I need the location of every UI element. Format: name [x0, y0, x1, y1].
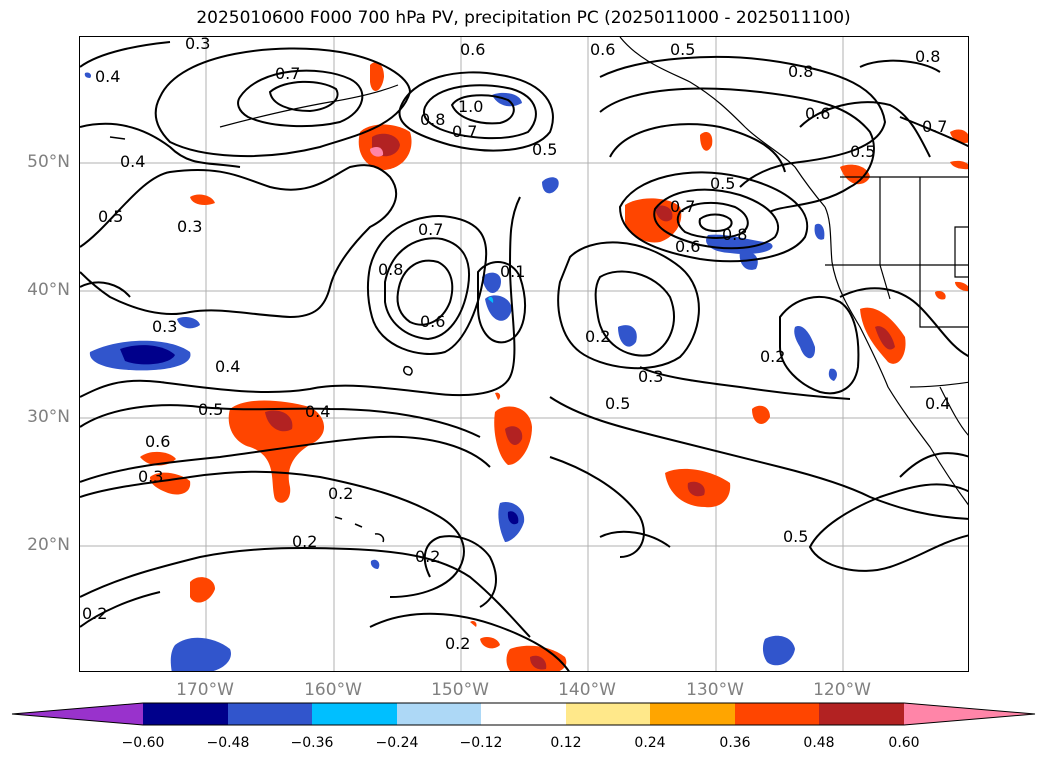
colorbar-tick: −0.60: [121, 735, 165, 751]
contour-label: 0.3: [152, 317, 177, 336]
contour-label: 0.3: [185, 37, 210, 53]
contour-label: 0.5: [198, 400, 223, 419]
colorbar-segment: [397, 703, 481, 725]
lon-label: 170°W: [176, 680, 234, 700]
contour-label: 0.5: [98, 207, 123, 226]
colorbar-tick: −0.12: [459, 735, 503, 751]
precip-shading: [84, 62, 968, 671]
map-canvas: 0.3 0.4 0.7 0.6 1.0 0.8 0.7 0.5 0.6 0.5 …: [80, 37, 968, 671]
contour-label: 0.7: [452, 122, 477, 141]
contour-label: 0.5: [670, 40, 695, 59]
contour-label: 0.7: [922, 117, 947, 136]
contour-label: 0.2: [328, 484, 353, 503]
contour-label: 0.6: [805, 104, 830, 123]
lon-label: 140°W: [558, 680, 616, 700]
contour-label: 0.8: [378, 260, 403, 279]
colorbar-tick: 0.48: [803, 735, 835, 751]
contour-label: 0.5: [605, 394, 630, 413]
colorbar-tick: −0.36: [290, 735, 334, 751]
colorbar-segment: [312, 703, 397, 725]
map-title: 2025010600 F000 700 hPa PV, precipitatio…: [196, 8, 851, 28]
contour-label: 0.2: [292, 532, 317, 551]
contour-label: 1.0: [458, 97, 483, 116]
contour-label: 0.6: [420, 312, 445, 331]
contour-label: 0.2: [415, 547, 440, 566]
lon-label: 150°W: [431, 680, 489, 700]
precip-negative: [84, 72, 837, 671]
contour-label: 0.8: [915, 47, 940, 66]
coastlines: [219, 37, 968, 506]
colorbar-segment: [228, 703, 312, 725]
contour-label: 0.2: [585, 327, 610, 346]
contour-label: 0.2: [760, 347, 785, 366]
colorbar: [11, 702, 1036, 726]
contour-label: 0.5: [783, 527, 808, 546]
contour-label: 0.5: [532, 140, 557, 159]
colorbar-segment: [735, 703, 819, 725]
graticule: [80, 37, 968, 671]
lat-label: 50°N: [27, 152, 70, 172]
colorbar-extend-min: [12, 703, 143, 725]
lat-label: 20°N: [27, 535, 70, 555]
contour-label: 0.7: [670, 197, 695, 216]
contour-label: 0.6: [590, 40, 615, 59]
colorbar-tick: 0.24: [634, 735, 666, 751]
contour-label: 0.3: [138, 467, 163, 486]
lat-label: 40°N: [27, 280, 70, 300]
contour-label: 0.6: [460, 40, 485, 59]
contour-label: 0.3: [638, 367, 663, 386]
lon-label: 130°W: [686, 680, 744, 700]
precip-positive: [140, 62, 968, 671]
pv-contours: [80, 41, 968, 671]
colorbar-segment: [566, 703, 650, 725]
colorbar-tick: −0.24: [375, 735, 419, 751]
contour-label: 0.7: [418, 220, 443, 239]
contour-label: 0.5: [850, 142, 875, 161]
colorbar-tick: −0.48: [206, 735, 250, 751]
colorbar-tick: 0.60: [888, 735, 920, 751]
colorbar-segment: [650, 703, 735, 725]
contour-labels: 0.3 0.4 0.7 0.6 1.0 0.8 0.7 0.5 0.6 0.5 …: [82, 37, 950, 653]
lat-label: 30°N: [27, 407, 70, 427]
contour-label: 0.4: [305, 402, 330, 421]
islands: [109, 136, 413, 543]
lon-label: 120°W: [813, 680, 871, 700]
map-panel: 0.3 0.4 0.7 0.6 1.0 0.8 0.7 0.5 0.6 0.5 …: [79, 36, 969, 672]
contour-label: 0.8: [420, 110, 445, 129]
contour-label: 0.3: [177, 217, 202, 236]
contour-label: 0.2: [445, 634, 470, 653]
contour-label: 0.4: [215, 357, 240, 376]
contour-label: 0.4: [120, 152, 145, 171]
contour-label: 0.8: [788, 62, 813, 81]
lon-label: 160°W: [304, 680, 362, 700]
colorbar-tick: 0.36: [719, 735, 751, 751]
contour-label: 0.6: [145, 432, 170, 451]
contour-label: 0.5: [710, 174, 735, 193]
colorbar-segment: [143, 703, 228, 725]
colorbar-tick: 0.12: [550, 735, 582, 751]
contour-label: 0.4: [925, 394, 950, 413]
colorbar-extend-max: [904, 703, 1035, 725]
contour-label: 0.8: [722, 225, 747, 244]
contour-label: 0.7: [275, 64, 300, 83]
contour-label: 0.1: [500, 262, 525, 281]
contour-label: 0.6: [675, 237, 700, 256]
contour-label: 0.4: [95, 67, 120, 86]
colorbar-segment: [481, 703, 566, 725]
contour-label: 0.2: [82, 604, 107, 623]
colorbar-segment: [819, 703, 904, 725]
